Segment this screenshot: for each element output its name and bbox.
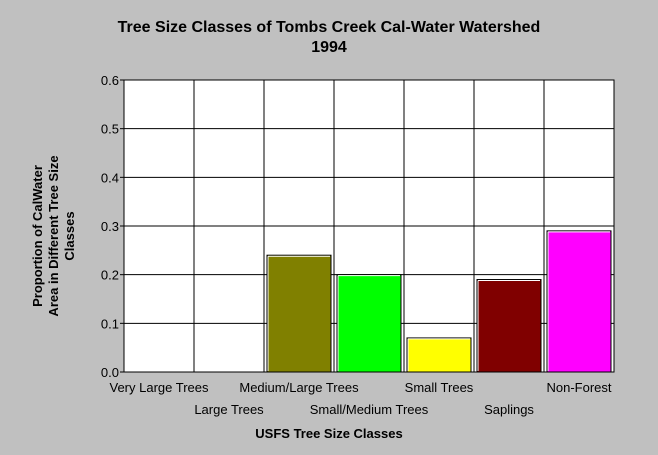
bar-body — [476, 279, 542, 373]
bar-6 — [546, 230, 612, 373]
y-tick-label: 0.5 — [101, 122, 119, 137]
x-tick-label: Small Trees — [405, 380, 474, 395]
bar-body — [336, 274, 402, 373]
x-tick-label: Small/Medium Trees — [310, 402, 429, 417]
bar-body — [406, 337, 472, 373]
plot-area: 0.0 0.1 0.2 0.3 0.4 0.5 0.6 Very Large Trees Lar… — [101, 73, 615, 417]
y-tick-label: 0.2 — [101, 268, 119, 283]
bar-2 — [266, 254, 332, 373]
bar-5 — [476, 279, 542, 373]
y-axis-title-line: Proportion of CalWater — [30, 165, 45, 307]
x-tick-label: Very Large Trees — [110, 380, 209, 395]
y-tick-label: 0.4 — [101, 170, 119, 185]
y-axis-title-line: Classes — [62, 211, 77, 260]
x-axis-title: USFS Tree Size Classes — [255, 426, 402, 441]
bar-body — [266, 254, 332, 373]
y-tick-label: 0.0 — [101, 365, 119, 380]
y-tick-label: 0.6 — [101, 73, 119, 88]
bar-body — [546, 230, 612, 373]
y-axis-title-line: Area in Different Tree Size — [46, 155, 61, 316]
x-tick-label: Non-Forest — [546, 380, 611, 395]
chart-title: Tree Size Classes of Tombs Creek Cal-Wat… — [118, 19, 541, 36]
y-axis-title: Proportion of CalWater Area in Different … — [30, 155, 77, 316]
x-tick-label: Large Trees — [194, 402, 264, 417]
x-tick-label: Medium/Large Trees — [239, 380, 359, 395]
y-tick-label: 0.1 — [101, 316, 119, 331]
x-tick-label: Saplings — [484, 402, 534, 417]
bar-3 — [336, 274, 402, 373]
y-tick-label: 0.3 — [101, 219, 119, 234]
chart-subtitle: 1994 — [311, 39, 347, 56]
bar-4 — [406, 337, 472, 373]
